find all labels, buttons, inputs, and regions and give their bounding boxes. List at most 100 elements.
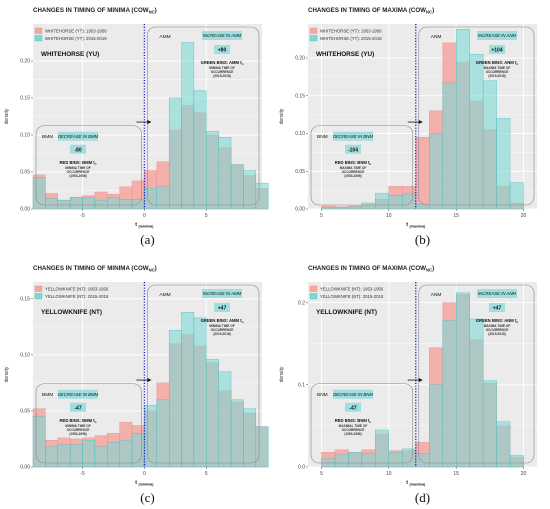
bar-period-late	[168, 97, 182, 210]
legend-label: YELLOWKNIFE (NT): 2015-2018	[45, 294, 109, 299]
y-tick-label: 0.05	[295, 169, 305, 175]
left-bin-box	[310, 383, 414, 464]
left-callout-bg	[58, 389, 98, 399]
right-bin-box	[147, 284, 260, 464]
arrow-head-icon	[418, 378, 423, 383]
x-tick-label: 10	[386, 213, 392, 219]
x-axis-label-subscript: (minima)	[139, 225, 155, 229]
left-bin-box	[310, 125, 414, 206]
bar-period-late	[156, 186, 170, 210]
bar-period-late	[181, 312, 195, 468]
bar-period-late	[69, 444, 83, 468]
arrow-head-icon	[147, 120, 152, 125]
right-box-line: MAXIMA TIME OF	[484, 324, 511, 328]
station-name: YELLOWKNIFE (NT)	[41, 309, 102, 316]
right-box-title-text: GREEN BINS: ANM t	[476, 60, 517, 65]
chart-title-text: CHANGES IN TIMING OF MAXIMA (COW	[308, 7, 426, 14]
right-box-title-subscript: n	[516, 62, 518, 66]
x-tick-label: 20	[521, 213, 527, 219]
left-box-line: (1953-1956)	[344, 174, 361, 178]
right-box-title: GREEN BINS: AMM tn	[201, 60, 244, 66]
bar-period-early	[415, 137, 430, 210]
x-axis-label-main: t	[135, 222, 137, 228]
right-box-line: (2015-2018)	[213, 332, 230, 336]
y-axis-label: density	[4, 108, 10, 124]
right-callout-text: INCREASE IN AMM	[203, 291, 242, 296]
arrow-head-icon	[147, 378, 152, 383]
right-value: +47	[493, 306, 502, 312]
left-box-line: (1953-1956)	[344, 432, 361, 436]
y-tick-label: 0.20	[20, 59, 30, 65]
bar-period-late	[230, 164, 244, 210]
left-callout-bg	[58, 131, 98, 141]
right-box-label: AMM	[159, 34, 170, 40]
left-value: -104	[348, 147, 358, 153]
bar-period-late	[482, 80, 497, 210]
y-tick-label: 0.10	[20, 133, 30, 139]
right-box-title: GREEN BINS: AMM tn	[201, 318, 244, 324]
chart-title-end: )	[155, 265, 157, 272]
left-box-title: RED BINS: BMM tn	[60, 160, 97, 166]
right-box-line: (2015-2018)	[488, 332, 505, 336]
left-callout-bg	[333, 131, 373, 141]
x-axis-label-main: t	[135, 480, 137, 486]
bar-period-late	[255, 182, 269, 210]
bar-period-late	[144, 405, 157, 468]
legend-swatch	[34, 293, 43, 300]
legend-label: WHITEHORSE (YT): 2015-2018	[320, 36, 382, 41]
x-axis-label-subscript: (minima)	[139, 483, 155, 487]
left-callout-text: DECREASE IN BNM	[333, 134, 373, 139]
x-axis-label: t (minima)	[135, 222, 154, 229]
bar-period-late	[375, 429, 389, 468]
arrow-head-icon	[418, 120, 423, 125]
left-box-label: BNM	[317, 134, 328, 140]
left-box-line: MINIMA TIME OF	[65, 166, 90, 170]
x-axis-label: t (maxima)	[406, 222, 426, 229]
y-tick-label: 0.2	[298, 300, 305, 306]
bar-period-late	[144, 188, 157, 210]
left-callout-bg	[333, 389, 373, 399]
chart-title-subscript: NC	[426, 268, 432, 273]
left-box-line: (1953-1956)	[69, 174, 86, 178]
legend-label: YELLOWKNIFE (NT): 2015-2018	[320, 294, 384, 299]
y-axis-label: density	[279, 108, 285, 124]
bar-period-late	[321, 207, 336, 210]
left-callout-text: DECREASE IN BNM	[333, 392, 373, 397]
panel-caption: (b)	[415, 232, 430, 247]
legend-swatch	[309, 285, 318, 292]
y-tick-label: 0.20	[295, 56, 305, 62]
x-tick-label: 15	[453, 471, 459, 477]
bar-period-late	[193, 90, 207, 210]
panel-caption: (d)	[415, 490, 430, 505]
legend-swatch	[34, 27, 43, 34]
right-box-title-text: GREEN BINS: ANM t	[476, 318, 517, 323]
legend-swatch	[34, 285, 43, 292]
x-tick-label: -5	[80, 213, 85, 219]
legend-label: WHITEHORSE (YT): 1953-1956	[320, 29, 382, 34]
bar-period-late	[509, 455, 524, 468]
right-box-line: OCCURRENCE	[211, 70, 234, 74]
x-tick-label: 5	[205, 471, 208, 477]
bar-period-late	[45, 198, 58, 210]
legend-label: YELLOWKNIFE (NT): 1953-1956	[45, 287, 109, 292]
right-box-label: AMM	[159, 292, 170, 298]
right-box-line: MINIMA TIME OF	[209, 66, 234, 70]
left-value: -47	[74, 405, 81, 411]
right-value-bg	[489, 303, 505, 312]
y-tick-label: 0.00	[20, 465, 30, 471]
bar-period-late	[429, 133, 443, 210]
right-callout-bg	[202, 289, 242, 298]
chart-title: CHANGES IN TIMING OF MINIMA (COWNC)	[33, 265, 157, 273]
chart-title-text: CHANGES IN TIMING OF MINIMA (COW	[33, 7, 149, 14]
left-box-title: RED BINS: BMM tn	[60, 418, 97, 424]
y-tick-label: 0.00	[295, 207, 305, 213]
left-box-title-text: RED BINS: BMM t	[60, 418, 96, 423]
bar-period-late	[402, 193, 416, 210]
bar-period-late	[415, 453, 430, 468]
bar-period-late	[119, 199, 133, 210]
right-box-line: MAXIMA TIME OF	[484, 66, 511, 70]
left-value: -80	[74, 147, 81, 153]
chart-title-end: )	[432, 265, 434, 272]
left-box-title-text: RED BINS: BMM t	[60, 160, 96, 165]
right-value: +80	[218, 48, 227, 54]
